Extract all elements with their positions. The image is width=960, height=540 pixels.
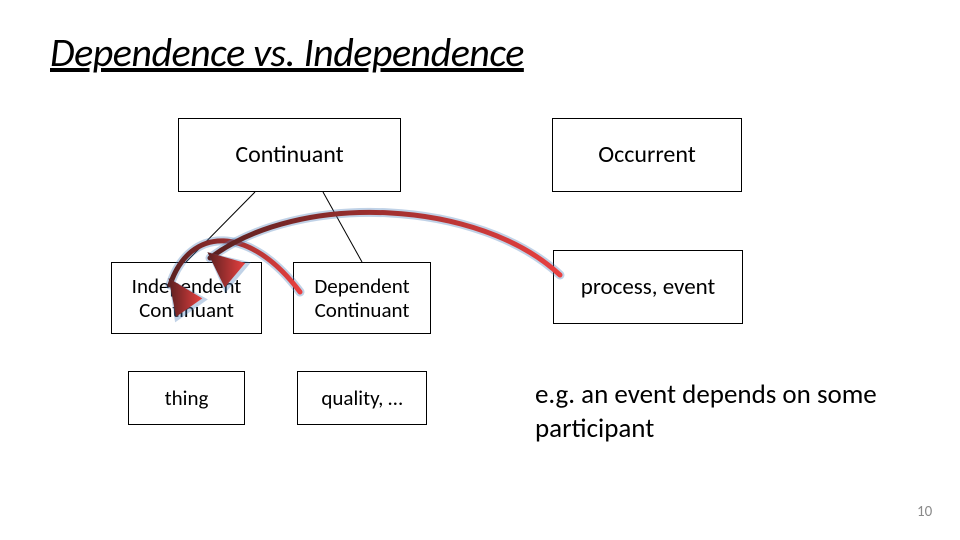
box-process-label: process, event — [581, 274, 715, 300]
box-independent-continuant: IndependentContinuant — [111, 262, 262, 334]
box-dependent-label: DependentContinuant — [314, 274, 409, 322]
tree-lines — [186, 192, 362, 262]
box-occurrent-label: Occurrent — [598, 141, 696, 169]
box-occurrent: Occurrent — [552, 118, 742, 192]
box-continuant: Continuant — [178, 118, 401, 192]
slide-title: Dependence vs. Independence — [50, 28, 524, 77]
box-continuant-label: Continuant — [235, 141, 343, 169]
box-quality: quality, … — [297, 371, 427, 425]
box-process-event: process, event — [553, 250, 743, 324]
box-dependent-continuant: DependentContinuant — [293, 262, 431, 334]
box-independent-label: IndependentContinuant — [132, 274, 242, 322]
page-number: 10 — [917, 503, 932, 521]
box-thing-label: thing — [165, 386, 209, 410]
box-thing: thing — [128, 371, 245, 425]
example-text: e.g. an event depends on some participan… — [535, 378, 905, 446]
box-quality-label: quality, … — [321, 386, 402, 410]
